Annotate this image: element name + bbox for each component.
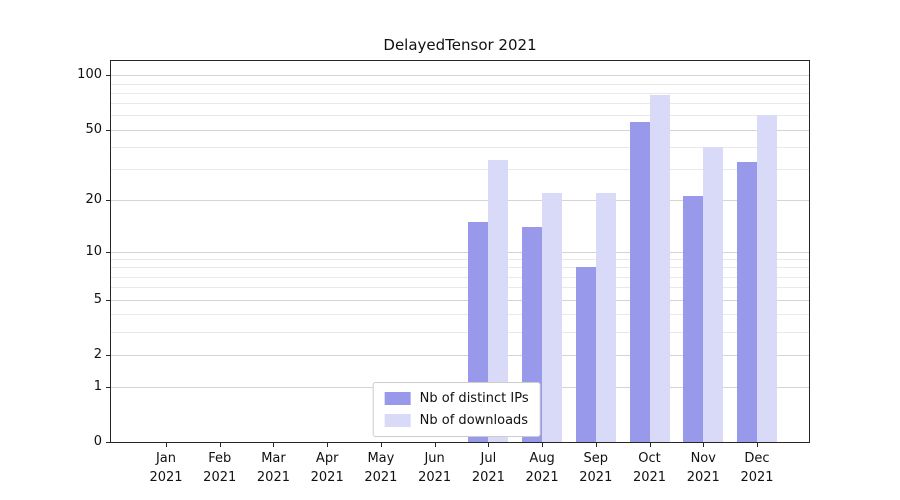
x-tick-mark bbox=[649, 443, 651, 447]
x-tick-label: Jun 2021 bbox=[418, 451, 452, 485]
x-tick-mark bbox=[595, 443, 597, 447]
minor-gridline bbox=[111, 146, 809, 148]
x-tick-mark bbox=[219, 443, 221, 447]
x-tick-label: Jan 2021 bbox=[149, 451, 183, 485]
y-tick-mark bbox=[106, 75, 110, 77]
x-tick-label: Aug 2021 bbox=[525, 451, 559, 485]
x-tick-label: Sep 2021 bbox=[579, 451, 613, 485]
bar-downloads bbox=[595, 192, 616, 442]
legend-swatch-distinct-ips bbox=[384, 392, 411, 405]
legend-label-downloads: Nb of downloads bbox=[419, 413, 529, 428]
y-tick-mark bbox=[106, 251, 110, 253]
x-tick-label: Nov 2021 bbox=[686, 451, 720, 485]
minor-gridline bbox=[111, 314, 809, 316]
x-tick-mark bbox=[434, 443, 436, 447]
minor-gridline bbox=[111, 331, 809, 333]
chart-title: DelayedTensor 2021 bbox=[383, 36, 537, 54]
x-tick-mark bbox=[273, 443, 275, 447]
minor-gridline bbox=[111, 287, 809, 289]
y-tick-label: 2 bbox=[93, 346, 102, 362]
y-tick-label: 50 bbox=[85, 121, 102, 137]
x-tick-label: Jul 2021 bbox=[471, 451, 505, 485]
bar-downloads bbox=[757, 115, 777, 442]
x-tick-mark bbox=[327, 443, 329, 447]
bar-downloads bbox=[703, 146, 724, 442]
bar-downloads bbox=[649, 94, 670, 442]
y-tick-mark bbox=[106, 299, 110, 301]
x-tick-mark bbox=[757, 443, 758, 447]
major-gridline bbox=[111, 354, 809, 356]
minor-gridline bbox=[111, 169, 809, 171]
x-tick-label: Mar 2021 bbox=[256, 451, 290, 485]
major-gridline bbox=[111, 299, 809, 301]
y-tick-label: 1 bbox=[93, 378, 102, 394]
legend: Nb of distinct IPs Nb of downloads bbox=[372, 382, 541, 437]
bar-distinct-ips bbox=[575, 267, 596, 442]
minor-gridline bbox=[111, 92, 809, 94]
minor-gridline bbox=[111, 103, 809, 105]
bar-downloads bbox=[542, 192, 563, 442]
x-tick-mark bbox=[703, 443, 705, 447]
major-gridline bbox=[111, 200, 809, 202]
major-gridline bbox=[111, 75, 809, 77]
x-tick-label: Dec 2021 bbox=[740, 451, 774, 485]
legend-label-distinct-ips: Nb of distinct IPs bbox=[419, 391, 529, 406]
legend-swatch-downloads bbox=[384, 414, 411, 427]
y-tick-mark bbox=[106, 386, 110, 388]
y-tick-mark bbox=[106, 200, 110, 202]
x-tick-mark bbox=[166, 443, 167, 447]
y-tick-label: 100 bbox=[77, 67, 102, 83]
x-tick-label: Feb 2021 bbox=[203, 451, 237, 485]
x-tick-mark bbox=[542, 443, 544, 447]
y-tick-mark bbox=[106, 129, 110, 131]
x-tick-label: Apr 2021 bbox=[310, 451, 344, 485]
y-tick-label: 5 bbox=[93, 291, 102, 307]
bar-distinct-ips bbox=[683, 196, 704, 442]
bar-distinct-ips bbox=[629, 122, 650, 442]
legend-item-downloads: Nb of downloads bbox=[384, 413, 529, 428]
major-gridline bbox=[111, 129, 809, 131]
legend-item-distinct-ips: Nb of distinct IPs bbox=[384, 391, 529, 406]
x-tick-label: May 2021 bbox=[364, 451, 398, 485]
x-tick-mark bbox=[380, 443, 382, 447]
major-gridline bbox=[111, 251, 809, 253]
y-tick-mark bbox=[106, 354, 110, 356]
minor-gridline bbox=[111, 276, 809, 278]
y-tick-label: 10 bbox=[85, 243, 102, 259]
minor-gridline bbox=[111, 83, 809, 85]
y-tick-mark bbox=[106, 442, 110, 443]
y-tick-label: 20 bbox=[85, 192, 102, 208]
x-tick-label: Oct 2021 bbox=[632, 451, 667, 485]
minor-gridline bbox=[111, 267, 809, 269]
minor-gridline bbox=[111, 115, 809, 117]
plot-area: Nb of distinct IPs Nb of downloads bbox=[110, 60, 810, 443]
minor-gridline bbox=[111, 259, 809, 261]
y-tick-label: 0 bbox=[93, 434, 102, 449]
x-tick-mark bbox=[488, 443, 490, 447]
bar-downloads bbox=[488, 159, 509, 442]
bar-distinct-ips bbox=[737, 161, 757, 442]
